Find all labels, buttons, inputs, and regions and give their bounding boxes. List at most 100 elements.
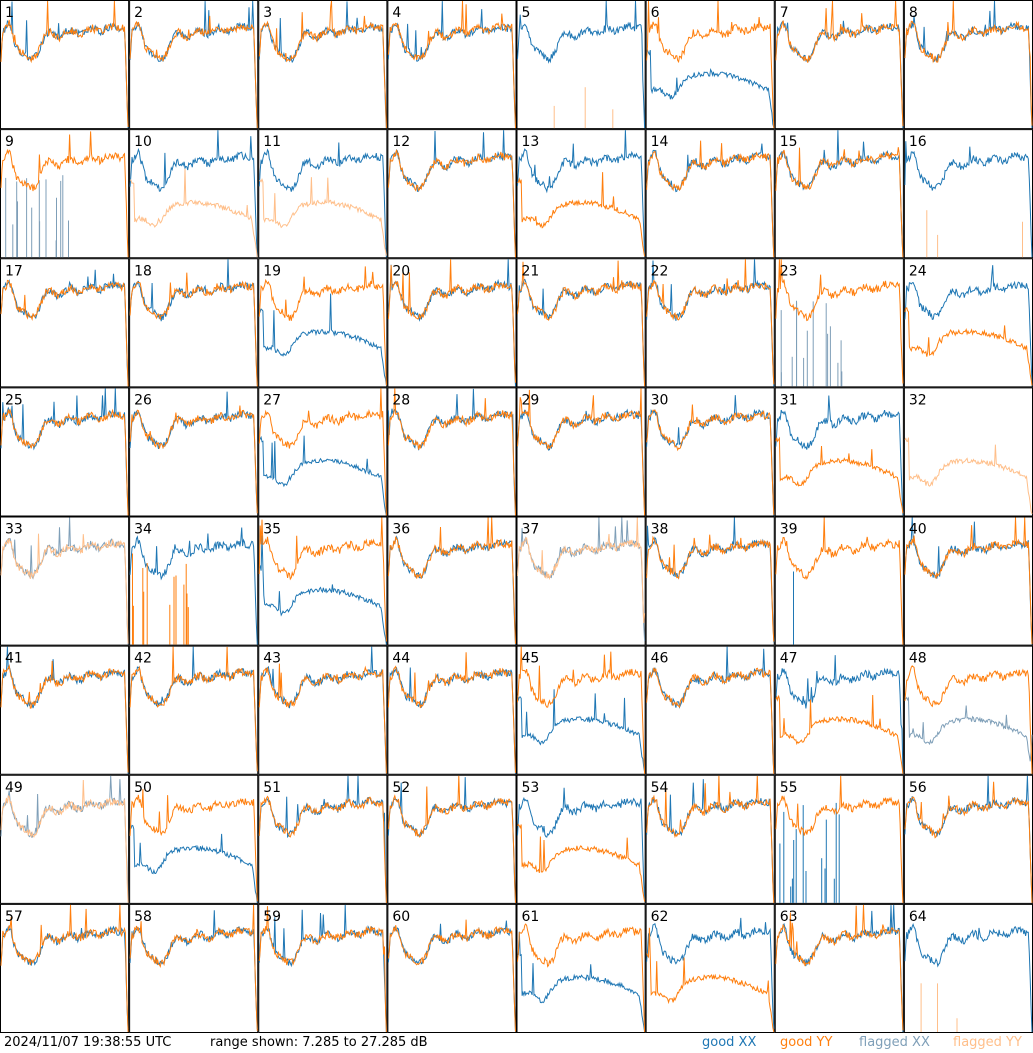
- panel-frame: [0, 774, 130, 904]
- panel-frame: [903, 774, 1033, 904]
- panel-frame: [774, 516, 904, 646]
- series-yy: [775, 259, 904, 384]
- panel-label: 37: [522, 522, 540, 538]
- series-xx: [646, 917, 775, 1029]
- series-yy: [517, 823, 646, 902]
- series-yy: [387, 259, 516, 383]
- series-yy: [387, 775, 516, 903]
- panel-frame: [903, 387, 1033, 517]
- series-yy: [258, 388, 387, 516]
- legend-good-yy: good YY: [780, 1035, 833, 1050]
- series-yy: [387, 652, 516, 773]
- series-yy: [517, 923, 646, 1033]
- panel-label: 10: [134, 134, 152, 150]
- series-yy: [258, 795, 387, 903]
- series-xx: [258, 904, 387, 1033]
- panel-label: 39: [780, 522, 798, 538]
- panel-frame: [387, 387, 517, 517]
- series-yy: [0, 279, 129, 387]
- panel-frame: [129, 903, 259, 1033]
- series-yy: [0, 131, 129, 258]
- panel-label: 19: [263, 263, 281, 279]
- series-yy: [387, 0, 516, 129]
- series-xx: [775, 395, 904, 516]
- series-flagged-yy: [259, 177, 387, 256]
- series-yy: [775, 904, 904, 1031]
- panel-label: 20: [392, 263, 410, 279]
- series-yy: [129, 405, 258, 514]
- series-yy: [775, 0, 904, 127]
- panel-label: 11: [263, 134, 281, 150]
- panel-label: 52: [392, 780, 410, 796]
- series-yy: [775, 147, 904, 258]
- panel-label: 8: [909, 5, 918, 21]
- panel-label: 35: [263, 522, 281, 538]
- series-flagged-yy: [926, 210, 1023, 258]
- panel-frame: [0, 387, 130, 517]
- series-yy: [646, 404, 775, 515]
- panel-frame: [645, 645, 775, 775]
- panel-label: 26: [134, 392, 152, 408]
- series-yy: [646, 534, 775, 642]
- legend-flagged-yy: flagged YY: [953, 1035, 1022, 1050]
- panel-frame: [645, 0, 775, 130]
- series-yy: [0, 660, 129, 773]
- panel-label: 17: [5, 263, 23, 279]
- panel-label: 46: [651, 651, 669, 667]
- series-flagged-xx: [904, 696, 1033, 762]
- series-xx: [258, 775, 387, 902]
- panel-frame: [129, 258, 259, 388]
- series-flagged-yy: [920, 983, 958, 1032]
- series-xx: [904, 922, 1033, 1033]
- panel-label: 40: [909, 522, 927, 538]
- panel-label: 64: [909, 909, 927, 925]
- series-yy: [775, 517, 904, 645]
- series-xx: [258, 293, 387, 386]
- panel-frame: [0, 258, 130, 388]
- panel-frame: [516, 516, 646, 646]
- panel-frame: [258, 129, 388, 259]
- series-yy: [0, 904, 129, 1033]
- panel-frame: [387, 774, 517, 904]
- series-xx: [0, 269, 129, 383]
- series-yy: [0, 408, 129, 516]
- panel-frame: [387, 903, 517, 1033]
- panel-label: 45: [522, 651, 540, 667]
- panel-frame: [774, 645, 904, 775]
- series-xx: [779, 802, 840, 903]
- panel-label: 13: [522, 134, 540, 150]
- panel-frame: [129, 0, 259, 130]
- series-flagged-yy: [553, 87, 614, 129]
- panel-frame: [774, 0, 904, 130]
- panel-label: 28: [392, 392, 410, 408]
- series-yy: [646, 140, 775, 258]
- panel-label: 9: [5, 134, 14, 150]
- panel-label: 55: [780, 780, 798, 796]
- panel-frame: [516, 129, 646, 259]
- series-yy: [904, 517, 1033, 645]
- panel-label: 50: [134, 780, 152, 796]
- panel-frame: [0, 516, 130, 646]
- series-yy: [646, 0, 775, 129]
- panel-frame: [0, 903, 130, 1033]
- series-yy: [646, 775, 775, 903]
- series-xx: [904, 265, 1033, 387]
- series-yy: [775, 775, 904, 903]
- series-yy: [904, 0, 1033, 126]
- series-xx: [517, 787, 646, 900]
- series-yy: [387, 149, 516, 258]
- series-flagged-xx: [5, 175, 69, 258]
- series-xx: [646, 517, 775, 643]
- series-flagged-xx: [780, 300, 843, 387]
- panel-label: 32: [909, 392, 927, 408]
- panel-label: 62: [651, 909, 669, 925]
- series-yy: [387, 919, 516, 1032]
- panel-frame: [129, 129, 259, 259]
- panel-label: 12: [392, 134, 410, 150]
- panel-label: 41: [5, 651, 23, 667]
- series-xx: [775, 20, 904, 129]
- series-xx: [129, 391, 258, 513]
- panel-label: 1: [5, 5, 14, 21]
- panel-frame: [129, 516, 259, 646]
- panel-label: 29: [522, 392, 540, 408]
